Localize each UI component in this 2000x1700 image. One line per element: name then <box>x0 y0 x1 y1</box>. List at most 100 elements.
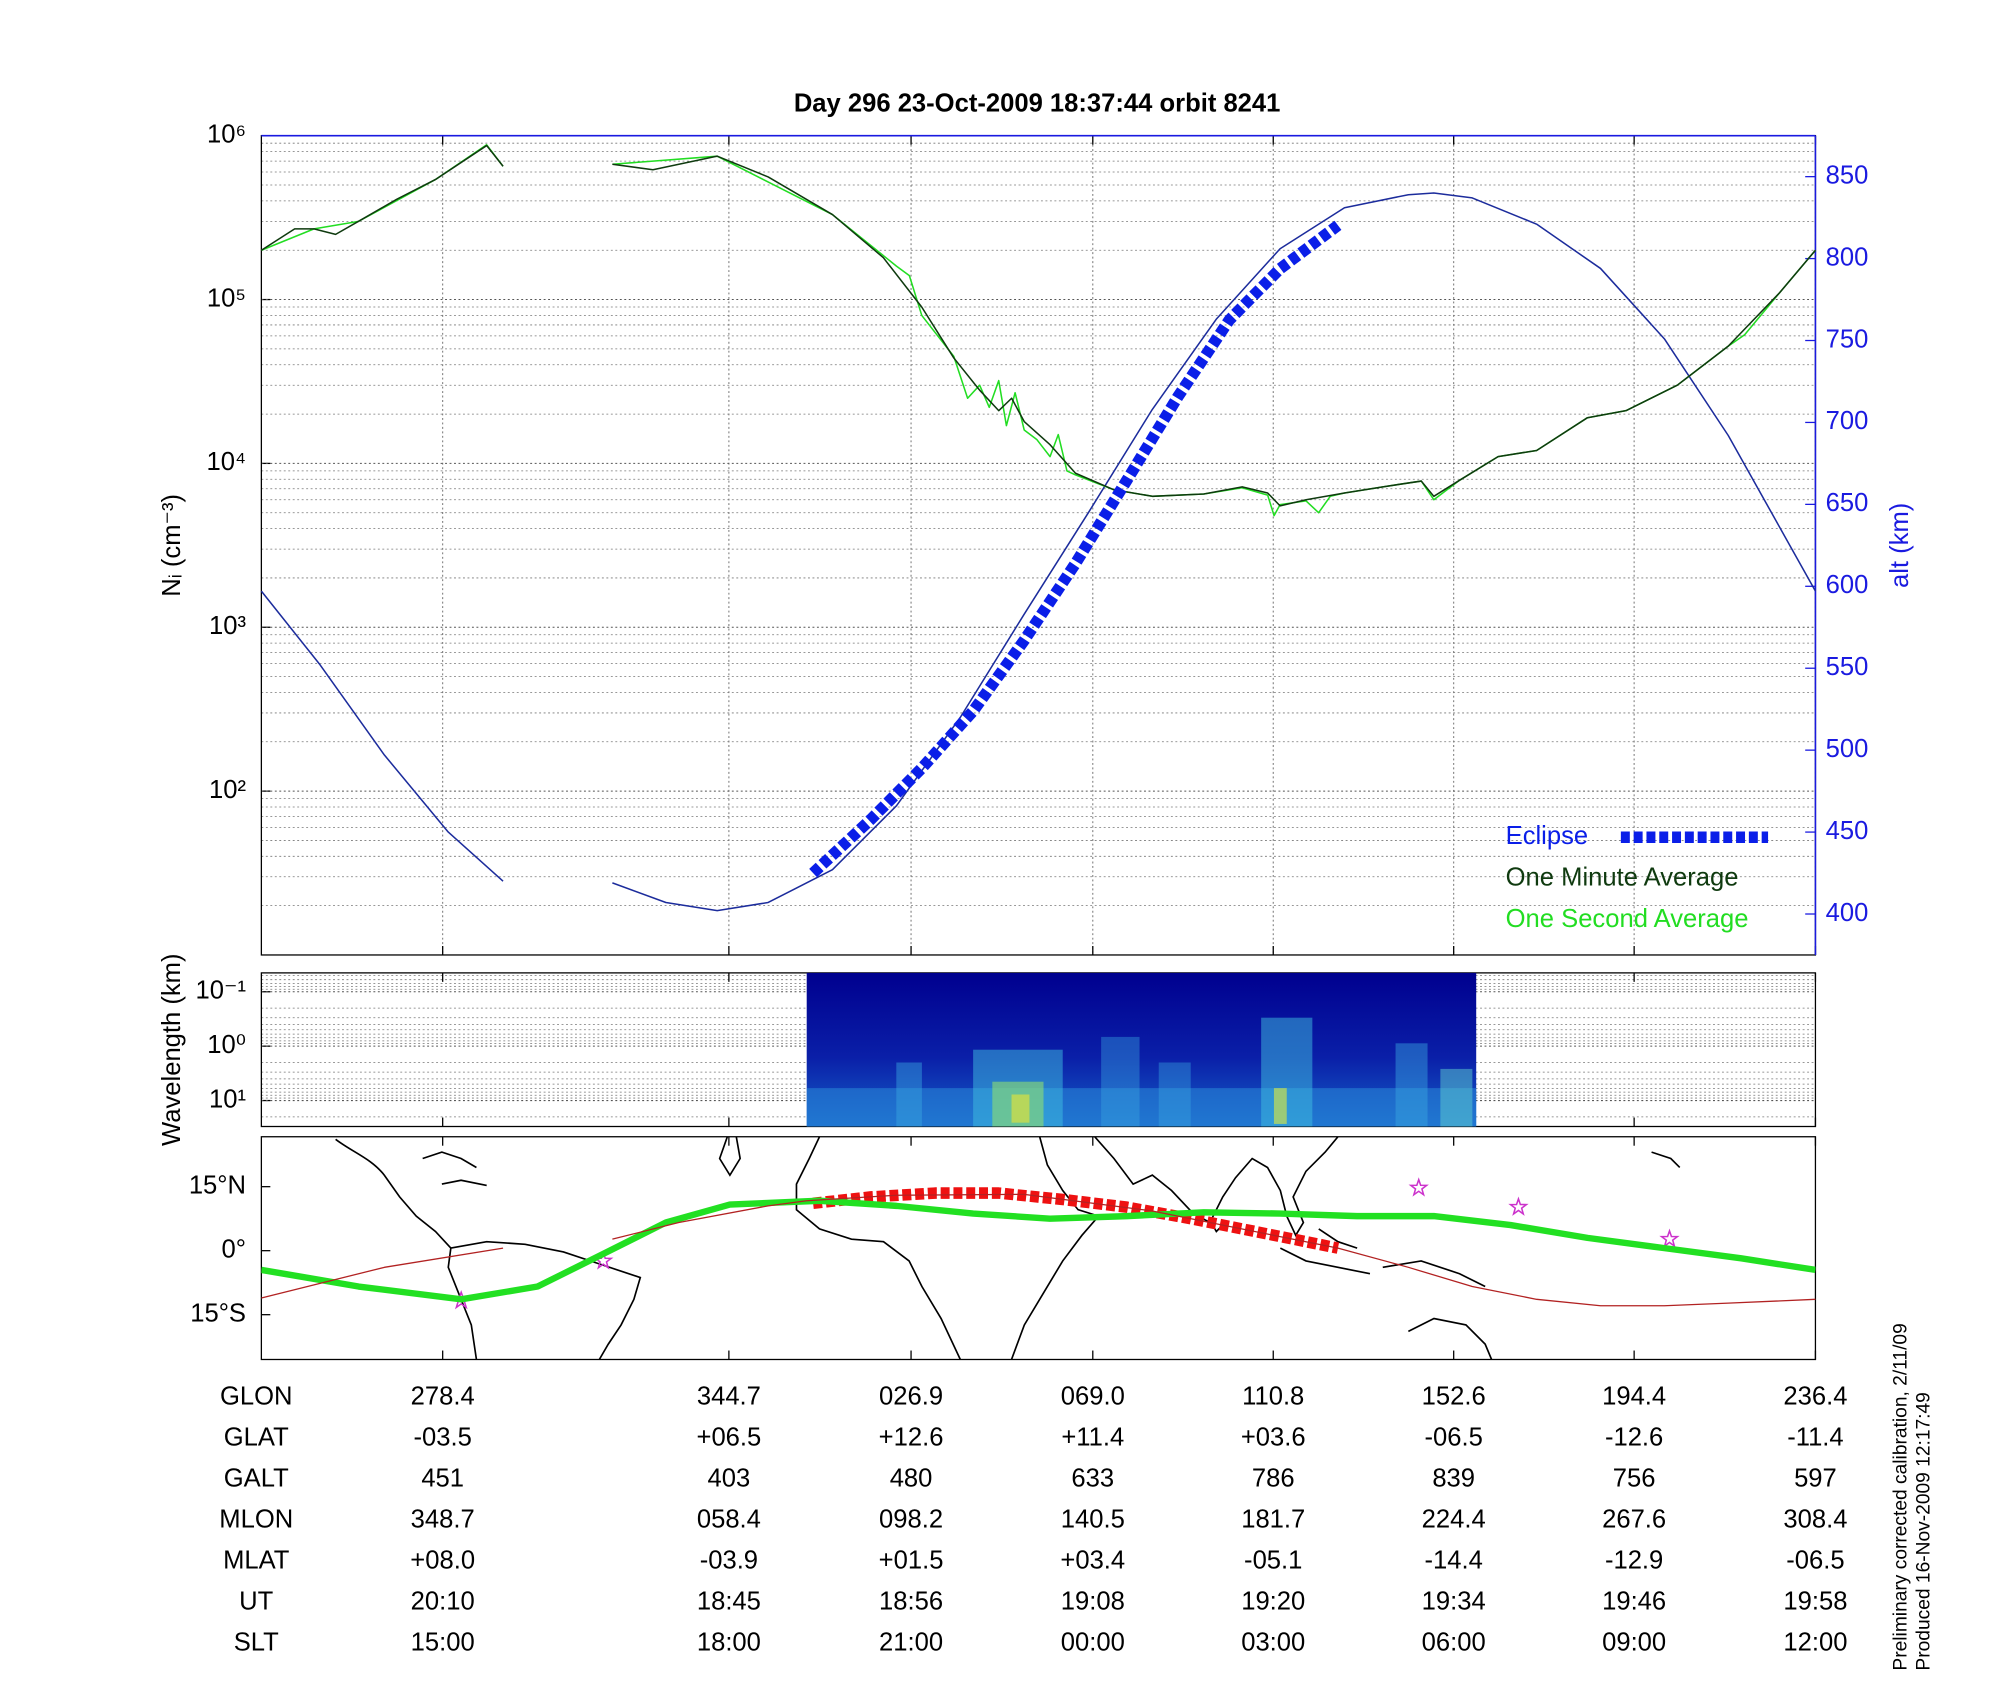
spectrogram-streak <box>896 1062 922 1127</box>
star-marker <box>1659 1228 1680 1248</box>
plot-frame <box>260 1136 1817 1361</box>
legend-label: One Minute Average <box>1506 864 1739 892</box>
table-row-label: MLAT <box>223 1547 290 1575</box>
spectrogram-streak <box>1440 1068 1473 1127</box>
table-cell: 181.7 <box>1241 1506 1305 1534</box>
spectrogram-image <box>806 972 1477 1127</box>
table-cell: 267.6 <box>1602 1506 1666 1534</box>
y-tick-label: 10² <box>209 776 246 804</box>
table-cell: 403 <box>708 1465 751 1493</box>
table-cell: 19:08 <box>1061 1587 1125 1615</box>
table-row-label: GLAT <box>224 1424 289 1452</box>
table-cell: 19:34 <box>1422 1587 1486 1615</box>
table-cell: +03.4 <box>1060 1547 1125 1575</box>
x-tick-label: 069.0 <box>1061 1383 1125 1411</box>
y2-axis-label: alt (km) <box>1886 503 1914 588</box>
y2-tick-label: 550 <box>1826 653 1869 681</box>
table-cell: 20:10 <box>411 1587 475 1615</box>
plot-layer: 10² 10³ 10⁴ 10⁵ 10⁶ Nᵢ (cm⁻³) 400 450 500 550 600 6… <box>158 120 1935 1670</box>
spectrogram-streak <box>1158 1062 1191 1127</box>
y2-tick-label: 750 <box>1826 325 1869 353</box>
x-tick-label: 278.4 <box>411 1383 475 1411</box>
table-row-label: GLON <box>220 1383 293 1411</box>
y-tick-label: 10³ <box>209 612 246 640</box>
table-cell: 140.5 <box>1061 1506 1125 1534</box>
star-marker <box>1508 1196 1529 1216</box>
table-cell: 18:45 <box>697 1587 761 1615</box>
table-cell: 098.2 <box>879 1506 943 1534</box>
y-tick-label: 10⁴ <box>207 448 246 476</box>
y2-tick-label: 850 <box>1826 161 1869 189</box>
y-tick-label: 15°N <box>189 1171 246 1199</box>
table-cell: 18:00 <box>697 1628 761 1656</box>
table-cell: 058.4 <box>697 1506 761 1534</box>
table-cell: 21:00 <box>879 1628 943 1656</box>
table-cell: 839 <box>1432 1465 1475 1493</box>
series-line <box>260 144 1817 507</box>
y-tick-label: 0° <box>222 1235 246 1263</box>
table-cell: 09:00 <box>1602 1628 1666 1656</box>
table-cell: 19:20 <box>1241 1587 1305 1615</box>
table-cell: 451 <box>421 1465 464 1493</box>
table-cell: 03:00 <box>1241 1628 1305 1656</box>
line <box>261 1197 1816 1303</box>
table-cell: +06.5 <box>697 1424 762 1452</box>
table-cell: 308.4 <box>1783 1506 1847 1534</box>
coastlines <box>335 1136 1681 1360</box>
table-cell: -03.5 <box>414 1424 472 1452</box>
y-axis-label: Wavelength (km) <box>158 953 186 1145</box>
table-cell: +12.6 <box>879 1424 944 1452</box>
spectrogram-streak <box>1011 1094 1030 1123</box>
y-tick-label: 10⁻¹ <box>195 977 246 1005</box>
table-row-label: UT <box>239 1587 273 1615</box>
table-cell: 19:58 <box>1783 1587 1847 1615</box>
y2-tick-label: 400 <box>1826 899 1869 927</box>
table-cell: 756 <box>1613 1465 1656 1493</box>
y-axis-label: Nᵢ (cm⁻³) <box>158 494 186 597</box>
table-cell: +08.0 <box>410 1547 475 1575</box>
y2-tick-label: 700 <box>1826 407 1869 435</box>
table-cell: +03.6 <box>1241 1424 1306 1452</box>
series-line <box>809 220 1342 878</box>
y2-tick-label: 800 <box>1826 243 1869 271</box>
coastline <box>718 1136 1101 1360</box>
x-tick-label: 110.8 <box>1242 1383 1304 1411</box>
x-tick-label: 236.4 <box>1783 1383 1847 1411</box>
y2-tick-label: 500 <box>1826 735 1869 763</box>
table-row-label: SLT <box>234 1628 279 1656</box>
table-cell: 15:00 <box>411 1628 475 1656</box>
spectrogram-streak <box>1273 1088 1287 1124</box>
series-line <box>261 144 1817 517</box>
y2-tick-label: 650 <box>1826 489 1869 517</box>
table-cell: 19:46 <box>1602 1587 1666 1615</box>
table-row-label: MLON <box>219 1506 293 1534</box>
spectrogram-streak <box>1101 1036 1140 1127</box>
coastline <box>1094 1136 1681 1360</box>
table-cell: 224.4 <box>1422 1506 1486 1534</box>
table-cell: 06:00 <box>1422 1628 1486 1656</box>
y-tick-label: 10⁵ <box>207 284 246 312</box>
x-tick-label: 152.6 <box>1422 1383 1486 1411</box>
table-cell: +11.4 <box>1061 1424 1124 1452</box>
spectrogram-band <box>806 1088 1477 1127</box>
coastline <box>335 1138 642 1360</box>
y2-tick-label: 600 <box>1826 571 1869 599</box>
line <box>260 192 1817 912</box>
table-cell: -03.9 <box>700 1547 758 1575</box>
chart-title: Day 296 23-Oct-2009 18:37:44 orbit 8241 <box>794 90 1281 118</box>
x-tick-label: 026.9 <box>879 1383 943 1411</box>
footnote: Preliminary corrected calibration, 2/11/… <box>1890 1323 1911 1670</box>
table-cell: 786 <box>1252 1465 1295 1493</box>
table-cell: 348.7 <box>411 1506 475 1534</box>
table-cell: -06.5 <box>1425 1424 1483 1452</box>
table-cell: -12.6 <box>1605 1424 1663 1452</box>
x-tick-label: 344.7 <box>697 1383 761 1411</box>
table-cell: -11.4 <box>1787 1424 1843 1452</box>
y-tick-label: 15°S <box>190 1299 246 1327</box>
table-row-label: GALT <box>224 1465 289 1493</box>
table-cell: 00:00 <box>1061 1628 1125 1656</box>
table-cell: 12:00 <box>1783 1628 1847 1656</box>
table-cell: 480 <box>890 1465 933 1493</box>
table-cell: -06.5 <box>1786 1547 1844 1575</box>
